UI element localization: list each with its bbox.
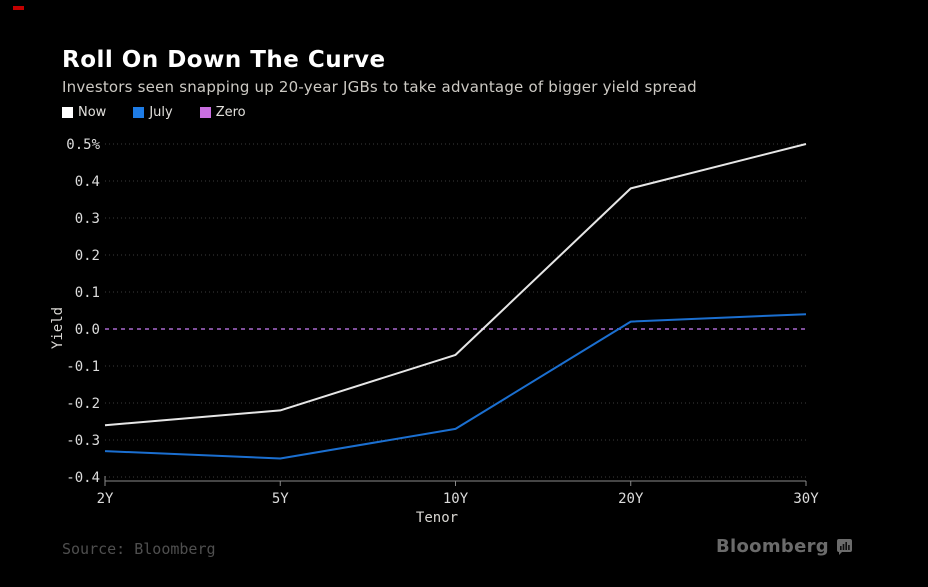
svg-text:5Y: 5Y (272, 491, 289, 507)
legend-swatch-zero (199, 107, 211, 118)
svg-text:-0.2: -0.2 (66, 396, 100, 412)
legend-label-zero: Zero (215, 105, 246, 120)
svg-text:0.1: 0.1 (75, 285, 100, 301)
y-axis-title: Yield (50, 306, 66, 350)
chart-subtitle: Investors seen snapping up 20-year JGBs … (62, 78, 697, 96)
svg-text:-0.4: -0.4 (66, 470, 100, 486)
legend-item-now: Now (62, 105, 106, 120)
svg-text:0.4: 0.4 (75, 174, 100, 190)
legend-item-july: July (133, 105, 173, 120)
legend-label-now: Now (78, 105, 107, 120)
x-axis-title: Tenor (415, 510, 459, 526)
bloomberg-terminal-icon (836, 539, 852, 555)
svg-text:0.3: 0.3 (75, 211, 100, 227)
svg-text:10Y: 10Y (443, 491, 469, 507)
svg-text:2Y: 2Y (97, 491, 114, 507)
legend-swatch-july (133, 107, 145, 118)
legend: Now July Zero (62, 105, 246, 120)
svg-text:20Y: 20Y (618, 491, 644, 507)
svg-text:0.2: 0.2 (75, 248, 100, 264)
source-note: Source: Bloomberg (62, 540, 216, 558)
svg-text:-0.3: -0.3 (66, 433, 100, 449)
red-accent-mark (13, 6, 24, 10)
bloomberg-wordmark: Bloomberg (716, 536, 829, 557)
svg-text:0.5%: 0.5% (66, 137, 100, 153)
chart-title: Roll On Down The Curve (62, 47, 386, 73)
svg-text:0.0: 0.0 (75, 322, 100, 338)
svg-text:30Y: 30Y (793, 491, 819, 507)
svg-text:-0.1: -0.1 (66, 359, 100, 375)
legend-item-zero: Zero (199, 105, 246, 120)
legend-label-july: July (149, 105, 173, 120)
bloomberg-logo: Bloomberg (716, 536, 853, 557)
legend-swatch-now (62, 107, 73, 118)
